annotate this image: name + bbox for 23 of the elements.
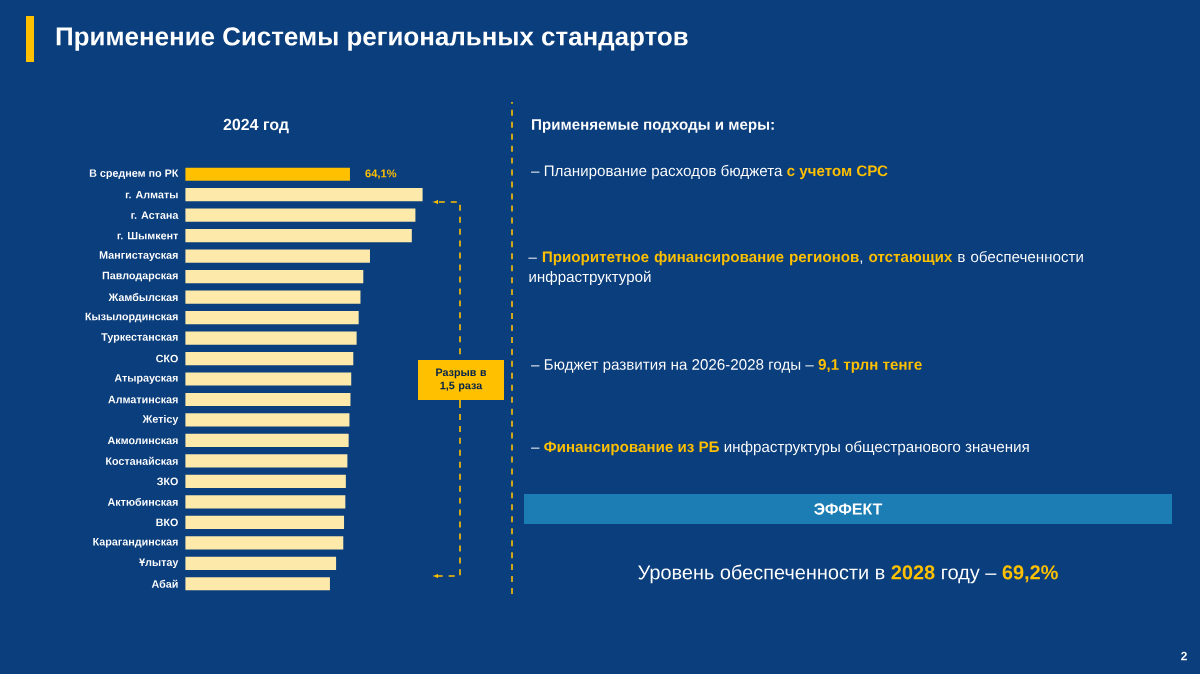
- bar: [185, 208, 416, 222]
- bar: [185, 167, 350, 181]
- bar: [185, 249, 370, 263]
- bar: [185, 310, 359, 325]
- bar: [185, 229, 412, 243]
- bar: [185, 188, 423, 202]
- text: Уровень обеспеченности в 2028 году – 69,2%: [638, 564, 1058, 584]
- bar: [185, 290, 361, 304]
- bar: [185, 474, 346, 488]
- bar: [185, 556, 337, 570]
- chart-title: Применение Системы региональных стандартов: [56, 27, 688, 51]
- bar: [185, 454, 348, 468]
- bar: [185, 351, 354, 366]
- bar: [185, 495, 346, 509]
- bar: [185, 372, 352, 386]
- bar: [185, 331, 357, 345]
- bar: [185, 536, 344, 550]
- bar: [185, 270, 364, 284]
- bar: [185, 515, 345, 529]
- bar: [185, 413, 350, 427]
- bar: [185, 392, 351, 407]
- bar: [185, 433, 349, 448]
- bar: [185, 577, 330, 591]
